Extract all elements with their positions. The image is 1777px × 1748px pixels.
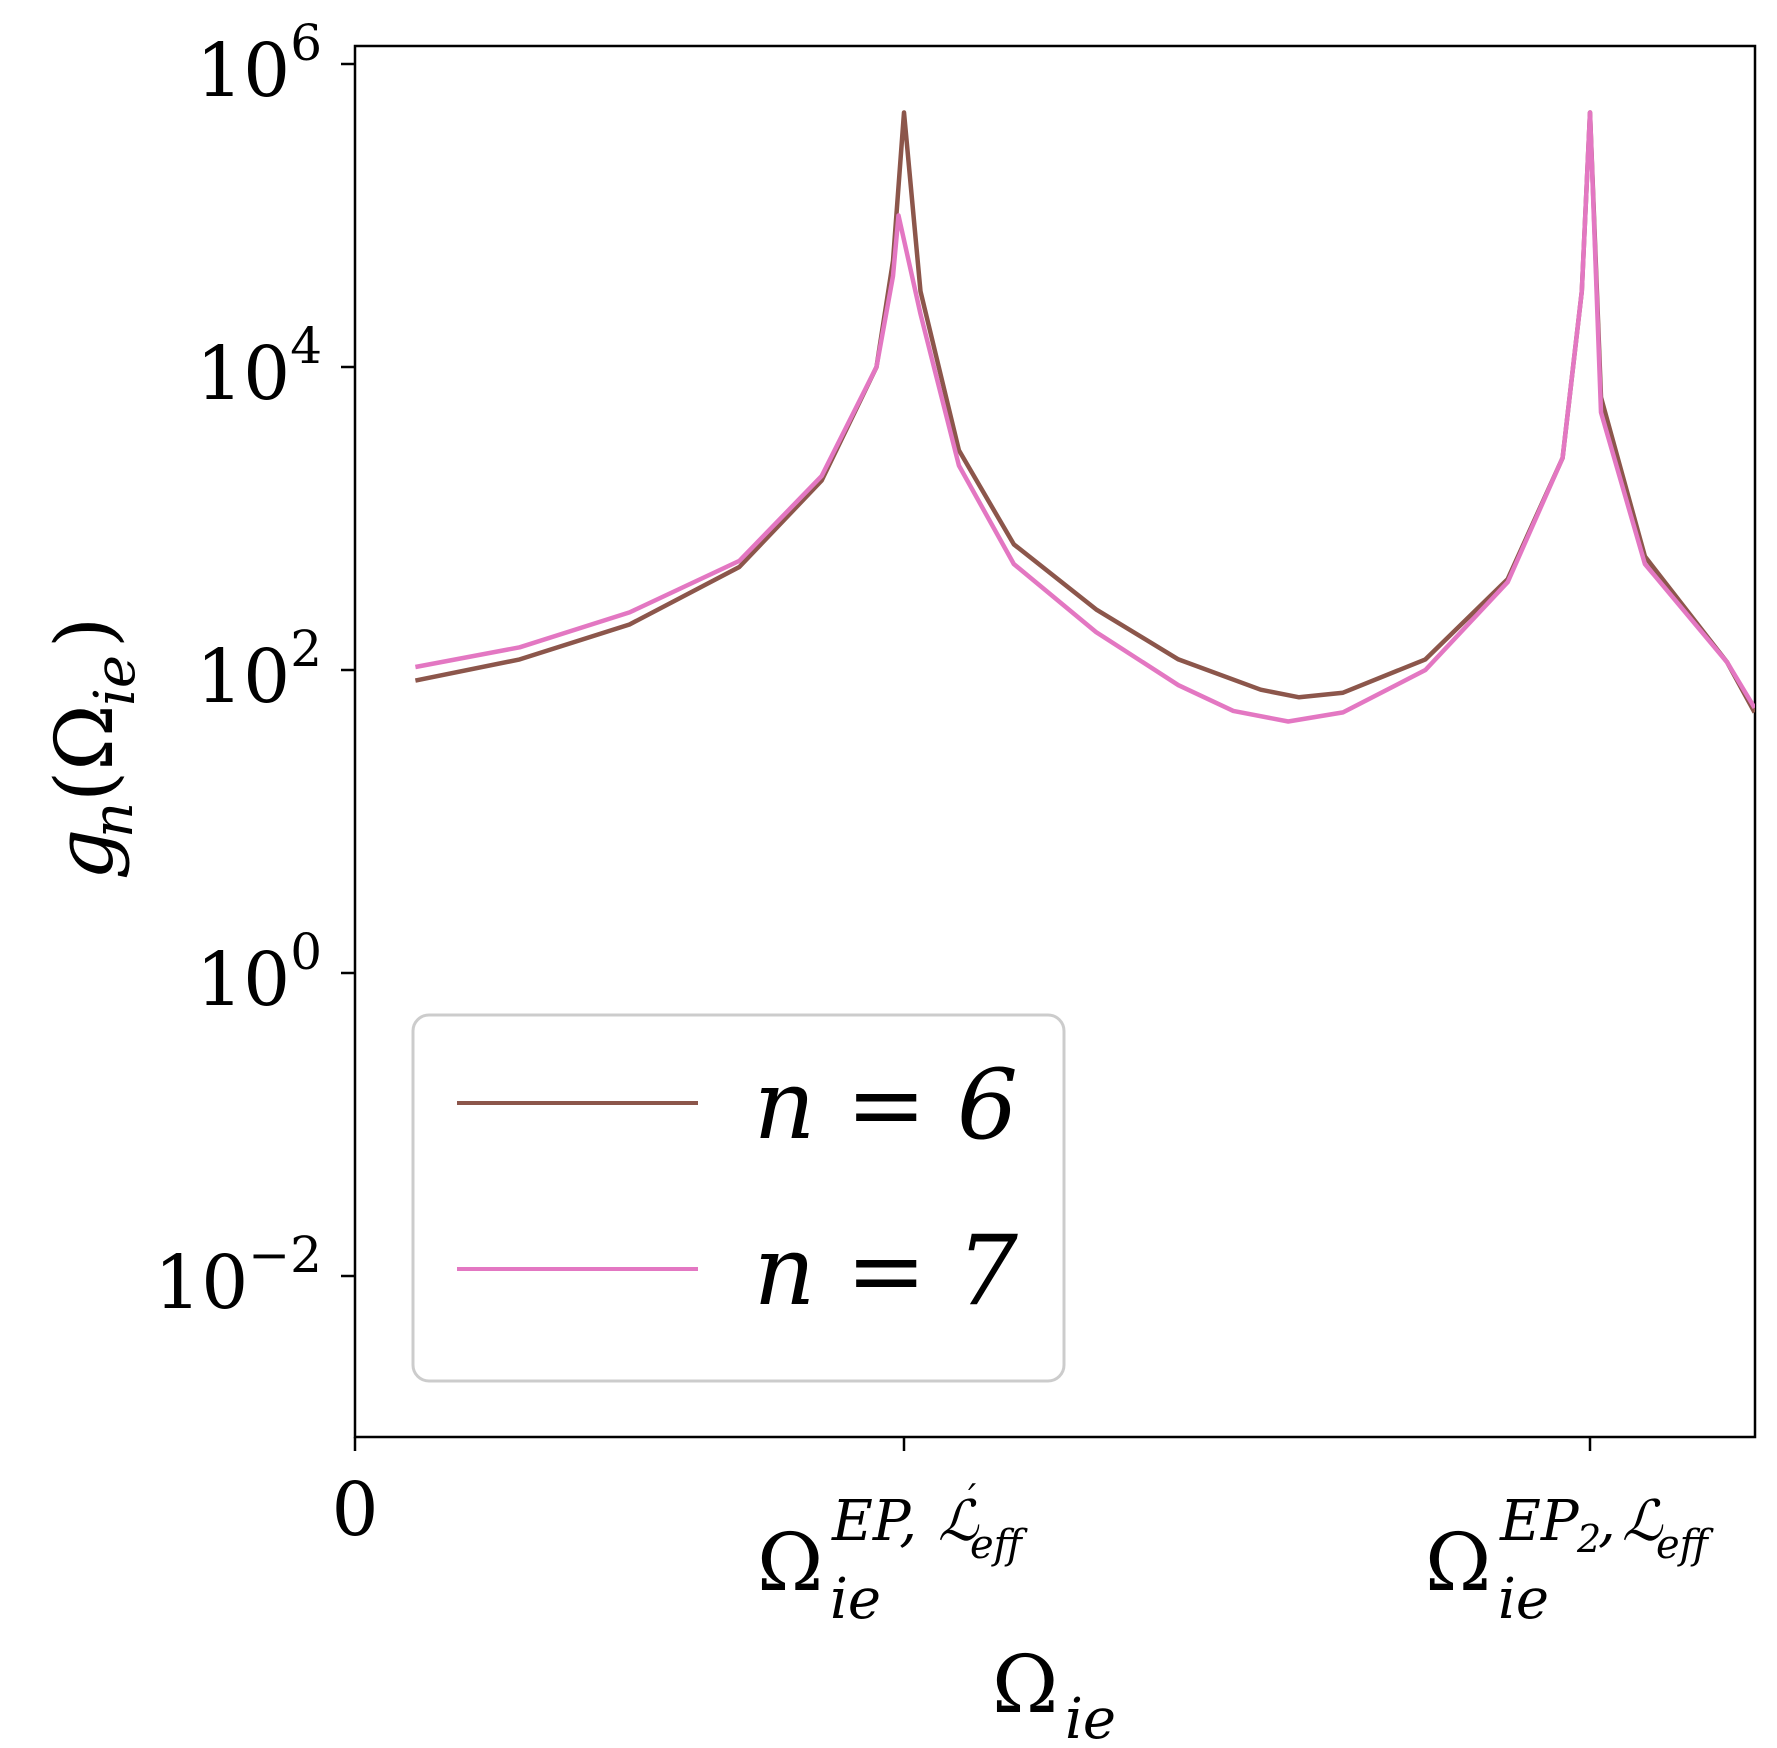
svg-text:g: g bbox=[38, 829, 131, 880]
y-tick-label-1e6: 106 bbox=[196, 14, 322, 114]
svg-text:ie: ie bbox=[1498, 1567, 1549, 1632]
x-tick-label-zero: 0 bbox=[331, 1467, 378, 1553]
svg-text:ℒ: ℒ bbox=[1622, 1489, 1664, 1554]
svg-text:n: n bbox=[81, 802, 146, 838]
svg-text:EP: EP bbox=[1499, 1489, 1580, 1554]
plot-area bbox=[353, 44, 1757, 1439]
svg-text:102: 102 bbox=[196, 620, 322, 720]
y-tick-label-1e-2: 10−2 bbox=[154, 1226, 322, 1326]
svg-text:ℒ: ℒ bbox=[938, 1489, 980, 1554]
svg-text:Ω: Ω bbox=[1425, 1516, 1491, 1609]
series-line-n7 bbox=[414, 110, 1755, 724]
svg-text:(Ω: (Ω bbox=[38, 704, 131, 802]
svg-text:2: 2 bbox=[1576, 1517, 1601, 1561]
svg-text:Ω: Ω bbox=[757, 1516, 823, 1609]
svg-text:ie: ie bbox=[830, 1567, 881, 1632]
svg-text:eff: eff bbox=[1656, 1522, 1715, 1568]
y-axis-label: g n (Ω ie ) bbox=[38, 617, 148, 880]
svg-text:ie: ie bbox=[1065, 1687, 1116, 1748]
x-axis-label: Ω ie bbox=[992, 1638, 1116, 1748]
legend: n = 6 n = 7 bbox=[411, 1013, 1066, 1383]
svg-text:eff: eff bbox=[970, 1522, 1029, 1568]
svg-text:106: 106 bbox=[196, 14, 322, 114]
legend-box bbox=[411, 1013, 1066, 1383]
svg-text:100: 100 bbox=[196, 923, 322, 1023]
svg-text:10−2: 10−2 bbox=[154, 1226, 322, 1326]
svg-text:Ω: Ω bbox=[992, 1638, 1058, 1731]
y-tick-label-1e2: 102 bbox=[196, 620, 322, 720]
legend-label-n6: n = 6 bbox=[754, 1049, 1018, 1161]
y-tick-label-1e4: 104 bbox=[196, 317, 322, 417]
legend-label-n7: n = 7 bbox=[754, 1215, 1018, 1327]
y-tick-label-1e0: 100 bbox=[196, 923, 322, 1023]
svg-text:,: , bbox=[1598, 1489, 1616, 1554]
svg-text:ie: ie bbox=[83, 655, 148, 706]
svg-text:EP,: EP, bbox=[831, 1489, 917, 1554]
x-tick-label-ep-lprime: Ω ie EP, ℒ ′ eff bbox=[757, 1478, 1029, 1632]
svg-text:): ) bbox=[38, 617, 131, 648]
svg-text:′: ′ bbox=[968, 1478, 976, 1519]
svg-text:104: 104 bbox=[196, 317, 322, 417]
x-tick-label-ep2-l: Ω ie EP 2 , ℒ eff bbox=[1425, 1489, 1715, 1632]
